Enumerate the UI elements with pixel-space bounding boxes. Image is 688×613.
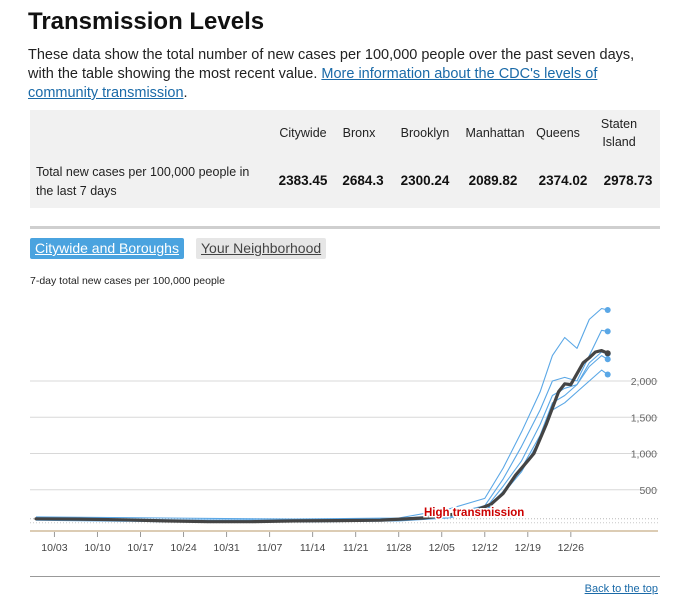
page-title: Transmission Levels: [28, 8, 265, 35]
value-citywide: 2383.45: [278, 173, 328, 188]
col-header-queens: Queens: [536, 126, 580, 140]
col-header-manhattan: Manhattan: [465, 126, 525, 140]
x-tick-label: 10/17: [127, 542, 153, 554]
y-tick-label: 500: [639, 485, 657, 497]
y-tick-label: 1,500: [631, 412, 657, 424]
transmission-table: Citywide Bronx Brooklyn Manhattan Queens…: [30, 110, 660, 208]
x-tick-label: 10/03: [41, 542, 67, 554]
x-tick-label: 10/24: [170, 542, 196, 554]
x-tick-label: 10/10: [84, 542, 110, 554]
section-divider: [30, 226, 660, 229]
value-manhattan: 2089.82: [468, 173, 518, 188]
y-tick-label: 1,000: [631, 449, 657, 461]
x-tick-label: 11/21: [343, 542, 369, 554]
x-tick-label: 12/05: [429, 542, 455, 554]
value-queens: 2374.02: [538, 173, 588, 188]
tab-your-neighborhood[interactable]: Your Neighborhood: [196, 238, 327, 259]
borough-end-point: [604, 356, 611, 363]
row-label: Total new cases per 100,000 people in th…: [36, 165, 250, 198]
intro-text: These data show the total number of new …: [28, 47, 635, 82]
borough-line: [35, 329, 608, 521]
borough-line: [35, 307, 608, 520]
intro-paragraph: These data show the total number of new …: [28, 46, 658, 103]
borough-end-point: [604, 328, 611, 335]
borough-end-point: [604, 371, 611, 378]
cases-line-chart: 500 1,000 1,500 2,000 High transmission 10/03…: [30, 307, 658, 554]
x-tick-label: 11/14: [300, 542, 326, 554]
x-tick-label: 10/31: [213, 542, 239, 554]
col-header-bronx: Bronx: [342, 126, 376, 140]
x-tick-label: 11/07: [257, 542, 283, 554]
col-header-brooklyn: Brooklyn: [400, 126, 450, 140]
threshold-label: High transmission: [424, 507, 524, 519]
citywide-line: [34, 349, 610, 524]
back-to-top-link[interactable]: Back to the top: [584, 583, 658, 595]
x-tick-label: 11/28: [386, 542, 412, 554]
col-header-citywide: Citywide: [279, 126, 327, 140]
col-header-staten-island: Staten Island: [600, 117, 638, 149]
bottom-divider: [30, 576, 660, 577]
x-tick-label: 12/12: [472, 542, 498, 554]
x-tick-label: 12/19: [515, 542, 541, 554]
citywide-end-point: [604, 350, 611, 357]
x-tick-label: 12/26: [558, 542, 584, 554]
value-brooklyn: 2300.24: [400, 173, 450, 188]
intro-end: .: [183, 85, 188, 101]
y-tick-label: 2,000: [631, 376, 657, 388]
chart-subtitle: 7-day total new cases per 100,000 people: [30, 275, 225, 287]
borough-end-point: [604, 307, 611, 314]
value-bronx: 2684.3: [342, 173, 384, 188]
cdc-levels-link[interactable]: More information about the CDC's levels …: [28, 66, 598, 101]
value-staten-island: 2978.73: [603, 173, 653, 188]
borough-line: [35, 351, 608, 522]
tab-citywide-boroughs[interactable]: Citywide and Boroughs: [30, 238, 184, 259]
